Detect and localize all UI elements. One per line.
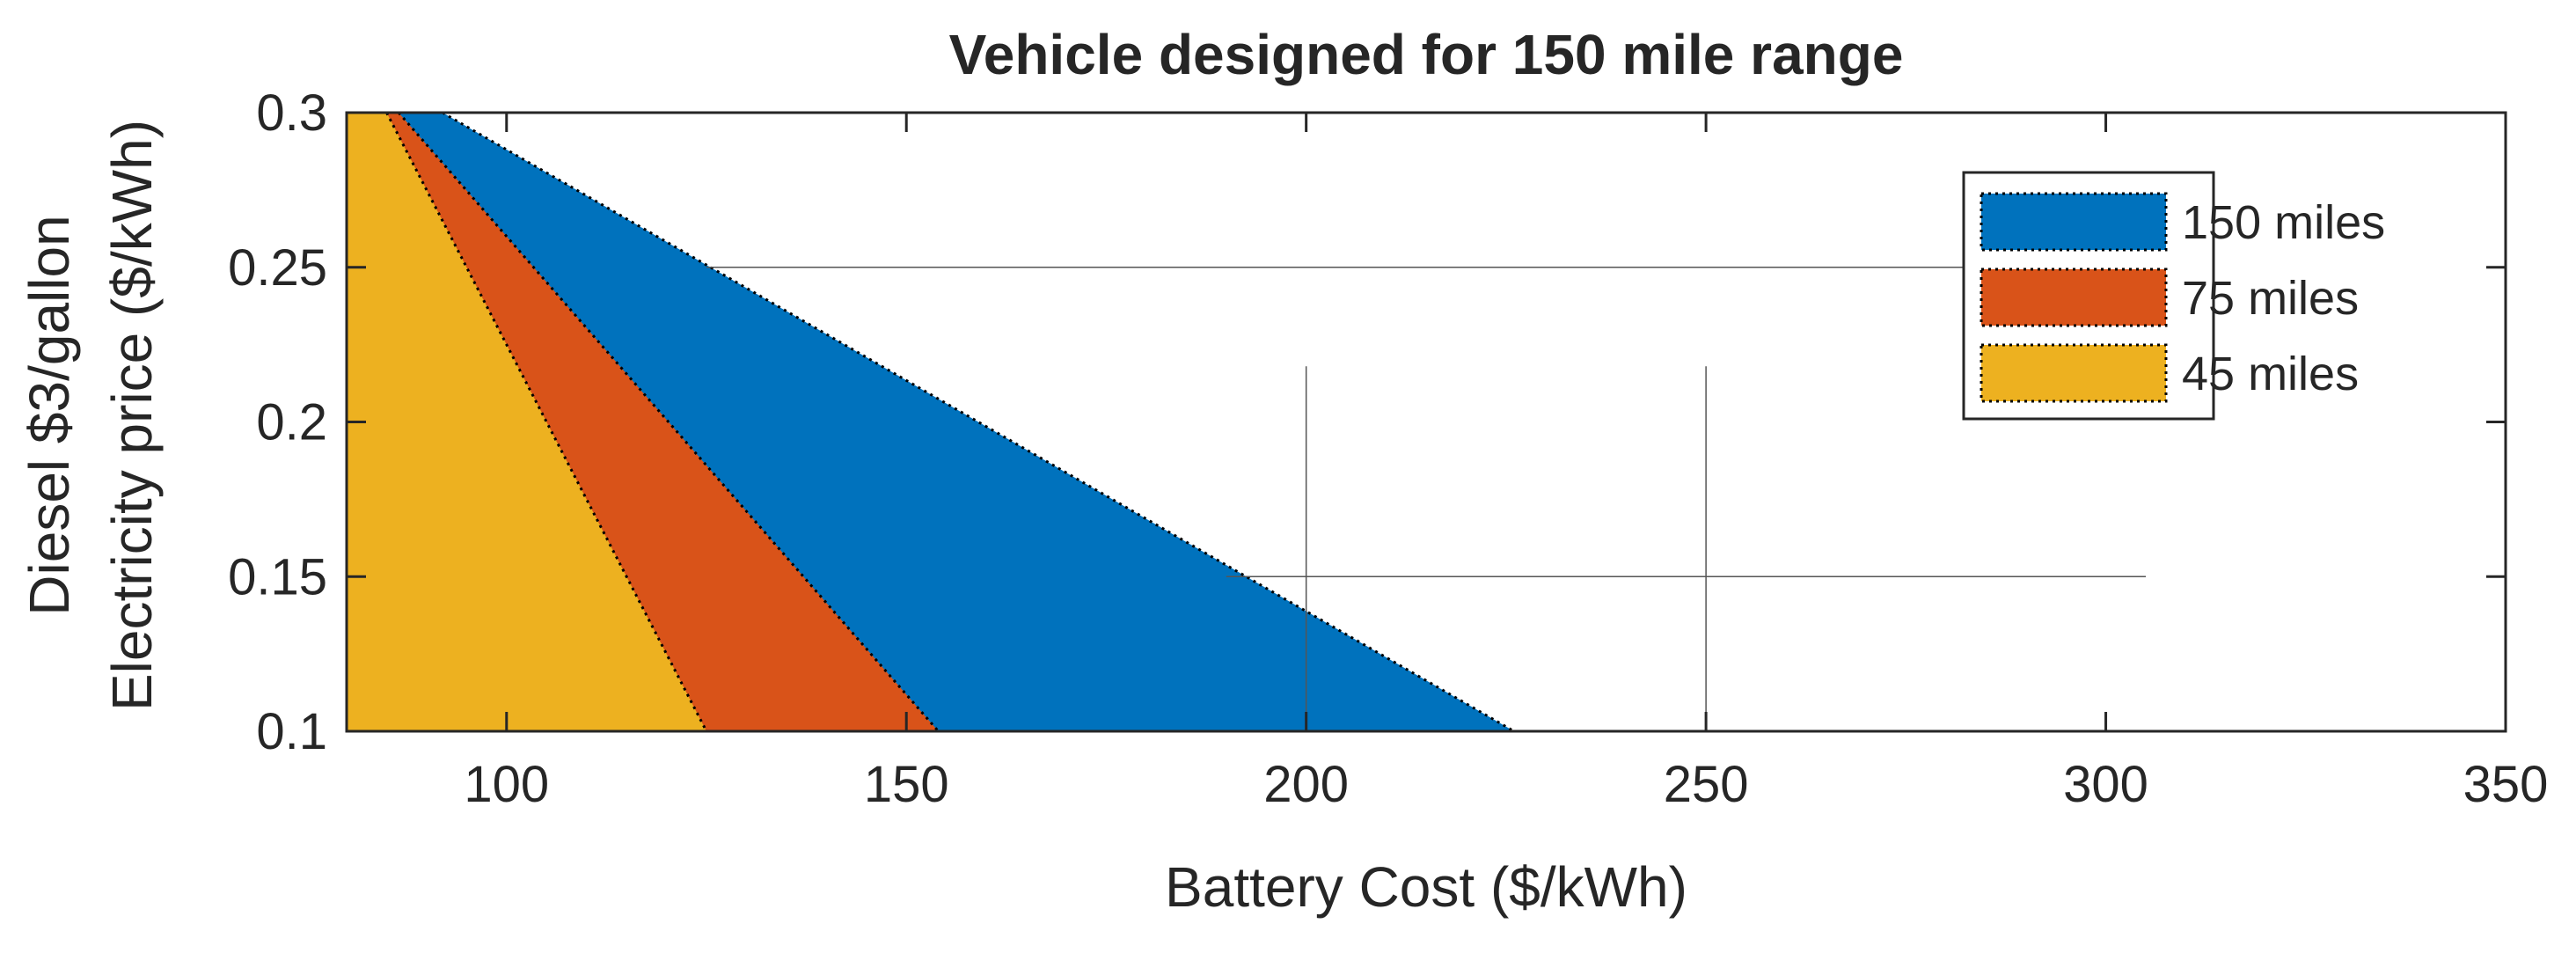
legend: 150 miles 75 miles 45 miles bbox=[1962, 171, 2385, 421]
legend-label-75-miles: 75 miles bbox=[2182, 272, 2359, 325]
y-tick-label: 0.15 bbox=[228, 548, 327, 605]
x-tick-label: 100 bbox=[464, 756, 549, 813]
boundary-line-75-miles bbox=[397, 112, 940, 732]
legend-swatch-150-miles bbox=[1980, 192, 2168, 252]
legend-label-150-miles: 150 miles bbox=[2182, 196, 2385, 249]
y-axis-label-line-1: Diesel $3/gallon bbox=[18, 215, 81, 615]
x-tick-label: 300 bbox=[2063, 756, 2148, 813]
x-tick-label: 350 bbox=[2463, 756, 2549, 813]
chart-title: Vehicle designed for 150 mile range bbox=[949, 23, 1904, 86]
x-tick-label: 250 bbox=[1664, 756, 1749, 813]
y-tick-label: 0.2 bbox=[256, 394, 327, 451]
y-tick-label: 0.3 bbox=[256, 84, 327, 142]
legend-label-45-miles: 45 miles bbox=[2182, 348, 2359, 400]
y-tick-label: 0.1 bbox=[256, 703, 327, 760]
x-tick-label: 150 bbox=[864, 756, 949, 813]
y-axis-label-line-2: Electricity price ($/kWh) bbox=[100, 120, 164, 711]
legend-swatch-45-miles bbox=[1980, 343, 2168, 403]
plot-area: 100 150 200 250 300 350 0.1 0.15 0.2 0.25 0.3 150 m… bbox=[228, 84, 2548, 813]
y-tick-label: 0.25 bbox=[228, 239, 327, 297]
boundary-line-150-miles bbox=[442, 111, 1515, 733]
legend-swatch-75-miles bbox=[1980, 268, 2168, 327]
x-axis-label: Battery Cost ($/kWh) bbox=[1165, 855, 1687, 919]
area-45-miles bbox=[347, 113, 706, 731]
x-tick-label: 200 bbox=[1263, 756, 1349, 813]
